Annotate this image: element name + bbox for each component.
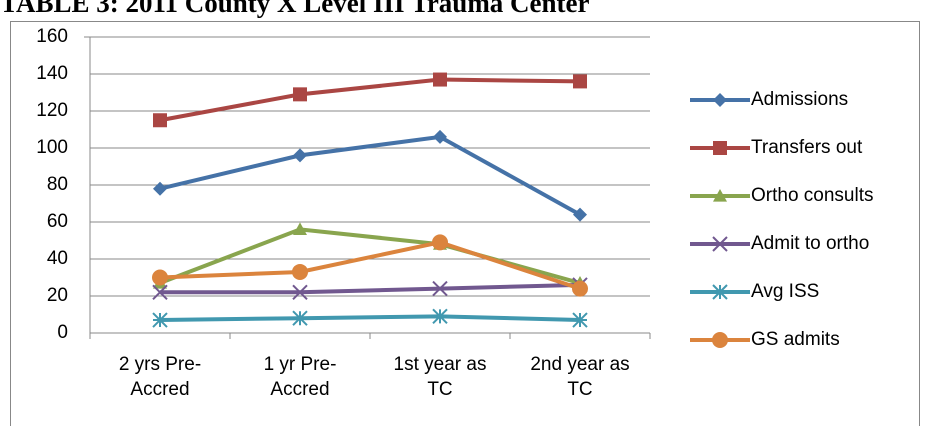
legend-label: Ortho consults	[751, 185, 874, 206]
marker	[713, 189, 727, 202]
chart-title: TABLE 3: 2011 County X Level III Trauma …	[0, 0, 590, 18]
legend-label: Admit to ortho	[751, 233, 869, 254]
marker	[293, 87, 307, 102]
y-tick-label: 80	[47, 174, 68, 195]
marker	[153, 113, 167, 128]
marker	[293, 148, 307, 163]
marker	[573, 74, 587, 89]
marker	[292, 284, 308, 301]
x-tick-label: TC	[567, 379, 592, 400]
series-line	[159, 240, 581, 291]
marker	[713, 141, 727, 155]
y-tick-label: 20	[47, 285, 68, 306]
x-tick-label: 1st year as	[394, 354, 487, 375]
marker	[432, 308, 448, 325]
series-line	[159, 314, 581, 323]
marker	[292, 310, 308, 326]
series-line	[159, 134, 581, 217]
marker	[152, 284, 168, 301]
y-tick-label: 60	[47, 211, 68, 232]
y-tick-label: 120	[36, 100, 68, 121]
marker	[712, 284, 728, 300]
y-tick-label: 40	[47, 248, 68, 269]
marker	[152, 312, 168, 328]
marker	[573, 207, 587, 222]
marker	[712, 332, 728, 348]
marker	[572, 312, 588, 328]
marker	[712, 236, 728, 252]
marker	[572, 280, 588, 297]
marker	[432, 234, 448, 251]
marker	[152, 269, 168, 286]
y-tick-label: 160	[36, 26, 68, 47]
series-line	[160, 282, 581, 295]
x-tick-label: 1 yr Pre-	[264, 354, 337, 375]
marker	[293, 222, 307, 235]
y-tick-label: 100	[36, 137, 68, 158]
marker	[153, 181, 167, 196]
x-tick-label: 2 yrs Pre-	[119, 354, 201, 375]
marker	[432, 280, 448, 297]
marker	[713, 93, 727, 107]
x-tick-label: Accred	[130, 379, 189, 400]
x-tick-label: 2nd year as	[530, 354, 629, 375]
title-bg	[0, 0, 925, 20]
legend-label: GS admits	[751, 329, 840, 350]
legend-label: Avg ISS	[751, 281, 819, 302]
marker	[433, 72, 447, 87]
marker	[292, 263, 308, 280]
legend-label: Transfers out	[751, 137, 863, 158]
y-tick-label: 140	[36, 63, 68, 84]
marker	[433, 129, 447, 144]
series-line	[159, 77, 581, 123]
x-tick-label: Accred	[270, 379, 329, 400]
x-tick-label: TC	[427, 379, 452, 400]
legend-label: Admissions	[751, 89, 848, 110]
chart-frame	[10, 21, 920, 426]
y-tick-label: 0	[57, 322, 68, 343]
